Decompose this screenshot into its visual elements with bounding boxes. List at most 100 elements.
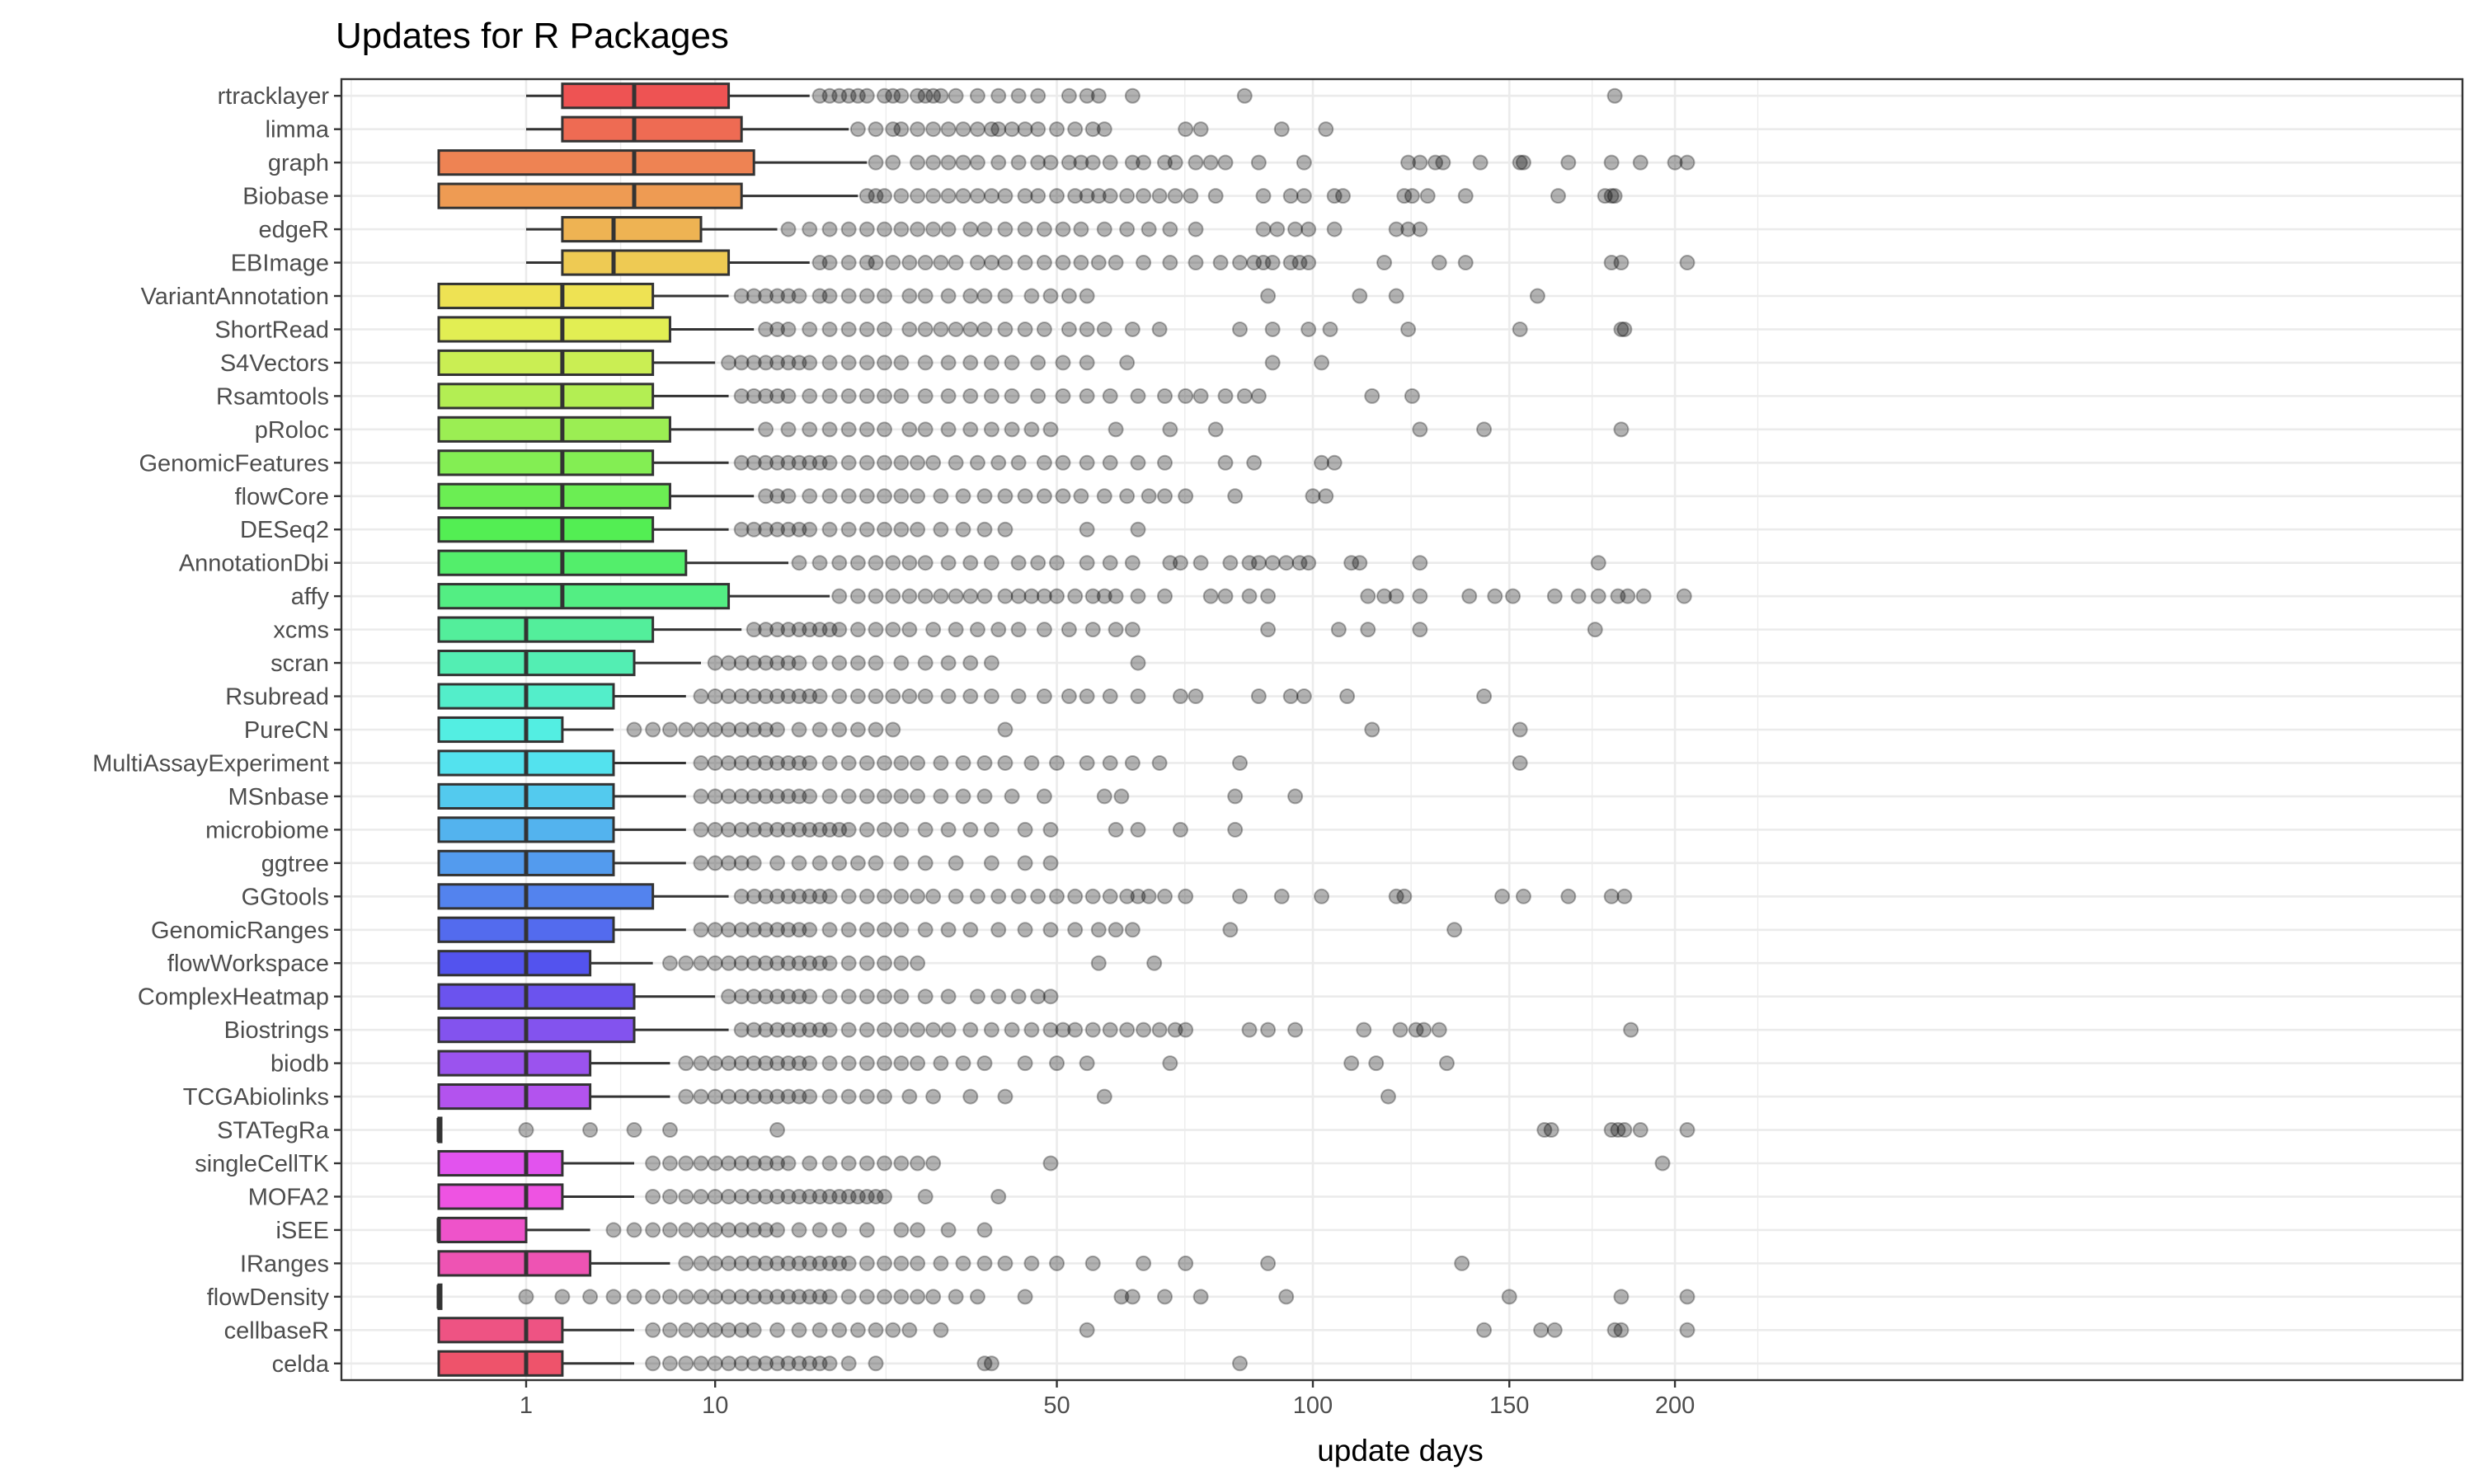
y-tick-label: STATegRa bbox=[217, 1118, 330, 1144]
outlier-point bbox=[791, 922, 807, 938]
outlier-point bbox=[1124, 1289, 1141, 1305]
outlier-point bbox=[1004, 1021, 1020, 1038]
outlier-point bbox=[758, 1055, 774, 1072]
outlier-point bbox=[791, 1055, 807, 1072]
outlier-point bbox=[693, 922, 709, 938]
outlier-point bbox=[1408, 1021, 1424, 1038]
outlier-point bbox=[983, 855, 999, 871]
outlier-point bbox=[1042, 288, 1059, 304]
outlier-point bbox=[802, 321, 818, 337]
outlier-point bbox=[858, 1255, 875, 1271]
outlier-point bbox=[1124, 555, 1141, 571]
outlier-point bbox=[997, 721, 1014, 738]
box bbox=[437, 1317, 564, 1344]
outlier-point bbox=[1236, 87, 1253, 104]
outlier-point bbox=[1454, 1255, 1470, 1271]
outlier-point bbox=[990, 154, 1007, 171]
outlier-point bbox=[811, 821, 828, 838]
outlier-point bbox=[1512, 754, 1528, 771]
outlier-point bbox=[802, 488, 818, 505]
outlier-point bbox=[876, 288, 892, 304]
outlier-point bbox=[925, 154, 942, 171]
outlier-point bbox=[1136, 1021, 1152, 1038]
outlier-point bbox=[693, 1289, 709, 1305]
outlier-point bbox=[948, 1289, 964, 1305]
outlier-point bbox=[940, 821, 957, 838]
outlier-point bbox=[1300, 221, 1317, 237]
outlier-point bbox=[840, 788, 857, 805]
outlier-point bbox=[745, 1155, 762, 1172]
outlier-point bbox=[1388, 221, 1404, 237]
outlier-point bbox=[1314, 454, 1330, 471]
outlier-point bbox=[840, 1255, 857, 1271]
outlier-point bbox=[802, 421, 818, 438]
outlier-point bbox=[940, 421, 957, 438]
outlier-point bbox=[858, 221, 875, 237]
outlier-point bbox=[1042, 1021, 1059, 1038]
outlier-point bbox=[940, 355, 957, 371]
outlier-point bbox=[876, 1289, 892, 1305]
outlier-point bbox=[721, 1355, 737, 1372]
outlier-point bbox=[733, 1155, 750, 1172]
outlier-point bbox=[876, 955, 892, 971]
outlier-point bbox=[661, 721, 678, 738]
outlier-point bbox=[1096, 321, 1112, 337]
outlier-point bbox=[1476, 1322, 1493, 1338]
y-tick-label: cellbaseR bbox=[224, 1317, 329, 1344]
outlier-point bbox=[693, 721, 709, 738]
outlier-point bbox=[1079, 688, 1095, 705]
outlier-point bbox=[831, 1322, 848, 1338]
outlier-point bbox=[721, 1255, 737, 1271]
outlier-point bbox=[876, 989, 892, 1005]
outlier-point bbox=[1119, 355, 1136, 371]
outlier-point bbox=[780, 1188, 797, 1205]
outlier-point bbox=[1613, 421, 1630, 438]
outlier-point bbox=[745, 1188, 762, 1205]
outlier-point bbox=[780, 989, 797, 1005]
outlier-point bbox=[1030, 387, 1047, 404]
outlier-point bbox=[811, 855, 828, 871]
outlier-point bbox=[1136, 188, 1152, 204]
outlier-point bbox=[1623, 1021, 1639, 1038]
outlier-point bbox=[1192, 1289, 1209, 1305]
outlier-point bbox=[1416, 1021, 1432, 1038]
outlier-point bbox=[1419, 188, 1436, 204]
outlier-point bbox=[769, 989, 786, 1005]
outlier-point bbox=[811, 655, 828, 671]
outlier-point bbox=[693, 688, 709, 705]
outlier-point bbox=[1157, 488, 1174, 505]
outlier-point bbox=[1030, 154, 1047, 171]
outlier-point bbox=[885, 121, 901, 138]
outlier-point bbox=[940, 1021, 957, 1038]
outlier-point bbox=[876, 1021, 892, 1038]
outlier-point bbox=[1550, 188, 1566, 204]
outlier-point bbox=[1613, 1322, 1630, 1338]
box bbox=[437, 516, 655, 543]
outlier-point bbox=[940, 555, 957, 571]
outlier-point bbox=[780, 655, 797, 671]
outlier-point bbox=[955, 188, 971, 204]
outlier-point bbox=[769, 888, 786, 904]
outlier-point bbox=[791, 721, 807, 738]
box bbox=[437, 983, 636, 1010]
outlier-point bbox=[733, 1088, 750, 1105]
outlier-point bbox=[802, 922, 818, 938]
outlier-point bbox=[885, 255, 901, 271]
outlier-point bbox=[1130, 821, 1146, 838]
outlier-point bbox=[1250, 555, 1267, 571]
outlier-point bbox=[1603, 188, 1620, 204]
y-tick-label: TCGAbiolinks bbox=[183, 1084, 329, 1111]
outlier-point bbox=[831, 87, 848, 104]
outlier-point bbox=[1036, 488, 1052, 505]
outlier-point bbox=[840, 989, 857, 1005]
y-tick-label: iSEE bbox=[276, 1218, 329, 1244]
outlier-point bbox=[821, 888, 838, 904]
y-tick-label: Biostrings bbox=[224, 1017, 329, 1044]
outlier-point bbox=[1343, 1055, 1360, 1072]
outlier-point bbox=[831, 1222, 848, 1238]
outlier-point bbox=[876, 922, 892, 938]
y-tick-label: scran bbox=[270, 650, 329, 677]
outlier-point bbox=[1322, 321, 1338, 337]
outlier-point bbox=[1119, 1021, 1136, 1038]
x-tick-label: 10 bbox=[702, 1392, 728, 1419]
